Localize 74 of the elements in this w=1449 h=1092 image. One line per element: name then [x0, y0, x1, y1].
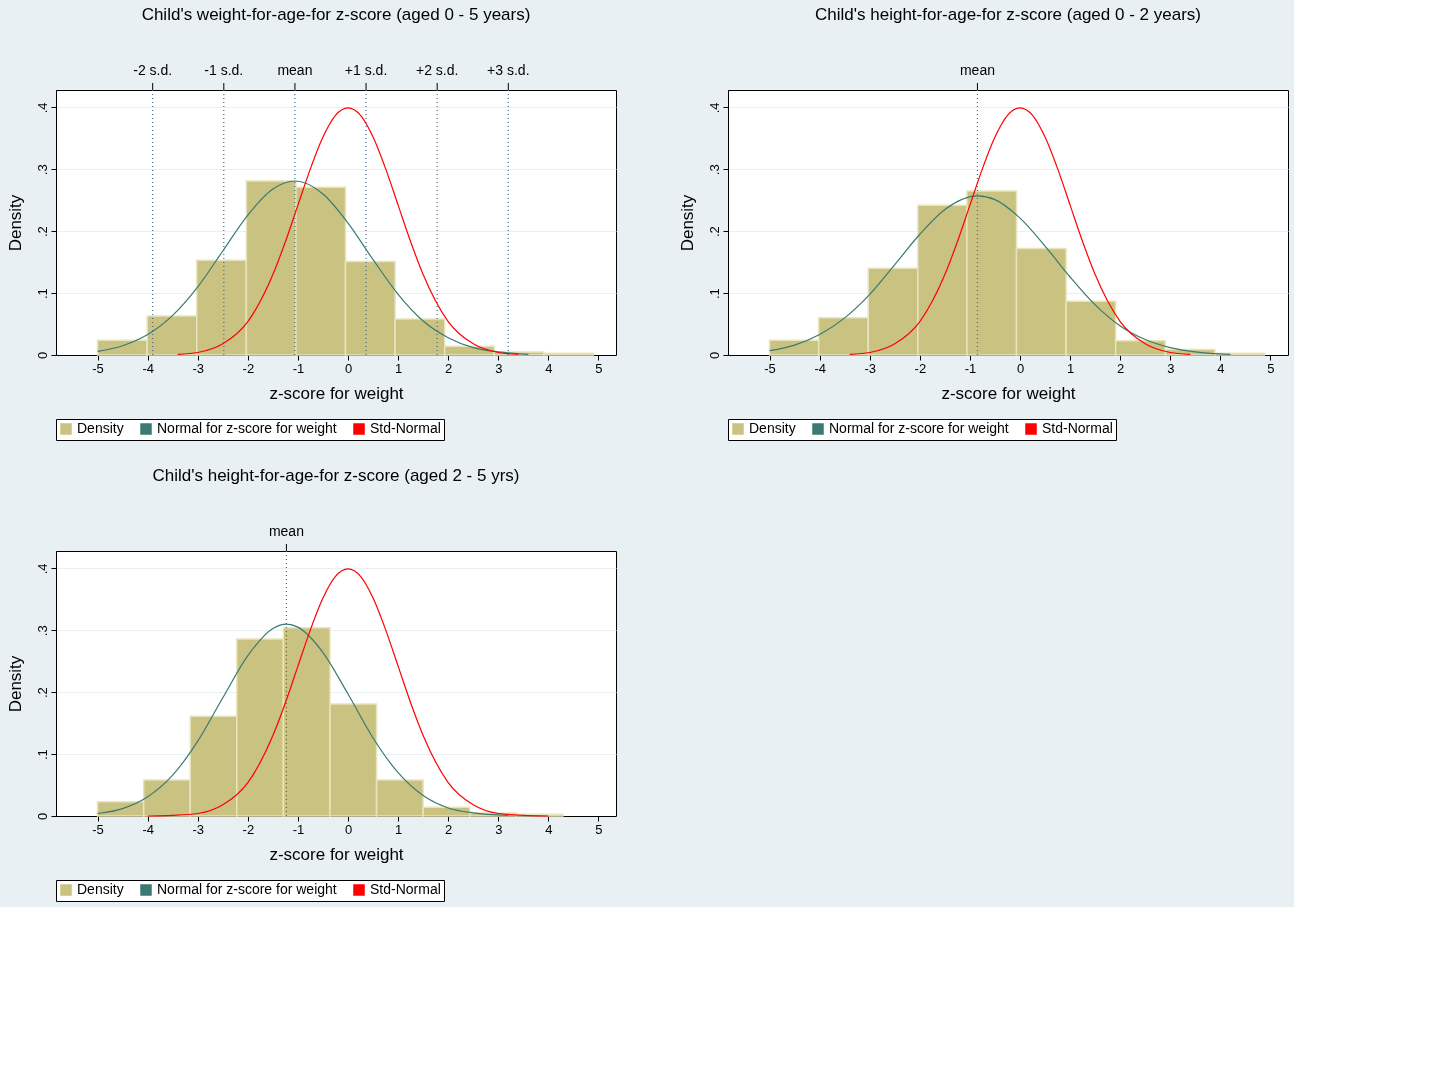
y-tick-label: .2	[706, 226, 722, 238]
y-tick-label: .4	[706, 102, 722, 114]
y-tick-label: .2	[34, 226, 50, 238]
x-tick-label: 1	[394, 360, 403, 376]
x-tick-label: 2	[445, 360, 453, 376]
y-tick-label: 0	[34, 812, 50, 821]
legend-label: Density	[77, 420, 124, 436]
legend-label: Density	[749, 420, 796, 436]
y-tick-label: 0	[34, 351, 50, 360]
y-tick-label: .4	[34, 563, 50, 575]
y-tick-label: .3	[34, 164, 50, 176]
x-tick-label: -2	[242, 821, 255, 837]
x-tick-label: -4	[142, 360, 154, 376]
legend-label: Normal for z-score for weight	[157, 881, 337, 897]
x-tick-label: 5	[595, 821, 603, 837]
x-tick-label: -5	[92, 821, 104, 837]
legend-label: Density	[77, 881, 124, 897]
x-tick-label: 4	[545, 360, 553, 376]
x-tick-label: 4	[545, 821, 553, 837]
y-tick-label: .1	[34, 288, 50, 300]
y-tick-label: 0	[706, 351, 722, 360]
x-tick-label: -4	[142, 821, 154, 837]
x-tick-label: 2	[1117, 360, 1125, 376]
x-tick-label: -1	[964, 360, 977, 376]
legend-label: Std-Normal	[370, 420, 441, 436]
y-tick-label: .3	[34, 625, 50, 637]
x-tick-label: 3	[1167, 360, 1175, 376]
x-tick-label: 0	[344, 360, 353, 376]
x-tick-label: 2	[445, 821, 453, 837]
y-axis-title: Density	[5, 194, 25, 252]
ref-line-label: +3 s.d.	[487, 62, 530, 78]
x-axis-title: z-score for weight	[269, 383, 404, 403]
legend-label: Normal for z-score for weight	[157, 420, 337, 436]
y-tick-label: .1	[706, 288, 722, 300]
ref-line-label: mean	[959, 62, 995, 78]
legend-label: Normal for z-score for weight	[829, 420, 1009, 436]
y-tick-label: .4	[34, 102, 50, 114]
chart-title: Child's height-for-age-for z-score (aged 2 - 5 yrs)	[152, 466, 520, 485]
x-tick-label: 1	[1066, 360, 1075, 376]
ref-line-label: mean	[277, 62, 313, 78]
x-tick-label: -5	[92, 360, 104, 376]
legend-label: Std-Normal	[370, 881, 441, 897]
x-tick-label: 3	[495, 360, 503, 376]
x-tick-label: 0	[1016, 360, 1025, 376]
x-tick-label: 4	[1217, 360, 1225, 376]
ref-line-label: mean	[268, 523, 304, 539]
chart-title: Child's weight-for-age-for z-score (aged 0 - 5 years)	[141, 5, 531, 24]
x-tick-label: -3	[192, 821, 205, 837]
x-tick-label: -1	[292, 360, 305, 376]
x-tick-label: -4	[814, 360, 826, 376]
x-tick-label: -1	[292, 821, 305, 837]
x-tick-label: 1	[394, 821, 403, 837]
x-tick-label: 0	[344, 821, 353, 837]
x-tick-label: -3	[192, 360, 205, 376]
x-tick-label: 5	[595, 360, 603, 376]
y-axis-title: Density	[5, 655, 25, 713]
x-tick-label: 5	[1267, 360, 1275, 376]
y-axis-title: Density	[677, 194, 697, 252]
x-axis-title: z-score for weight	[269, 844, 404, 864]
x-tick-label: -2	[914, 360, 927, 376]
y-tick-label: .3	[706, 164, 722, 176]
legend-label: Std-Normal	[1042, 420, 1113, 436]
x-tick-label: -2	[242, 360, 255, 376]
ref-line-label: +2 s.d.	[415, 62, 459, 78]
x-tick-label: 3	[495, 821, 503, 837]
x-tick-label: -3	[864, 360, 877, 376]
y-tick-label: .1	[34, 749, 50, 761]
ref-line-label: +1 s.d.	[344, 62, 388, 78]
ref-line-label: -2 s.d.	[133, 62, 173, 78]
x-tick-label: -5	[764, 360, 776, 376]
y-tick-label: .2	[34, 687, 50, 699]
x-axis-title: z-score for weight	[941, 383, 1076, 403]
chart-title: Child's height-for-age-for z-score (aged 0 - 2 years)	[815, 5, 1201, 24]
ref-line-label: -1 s.d.	[204, 62, 244, 78]
